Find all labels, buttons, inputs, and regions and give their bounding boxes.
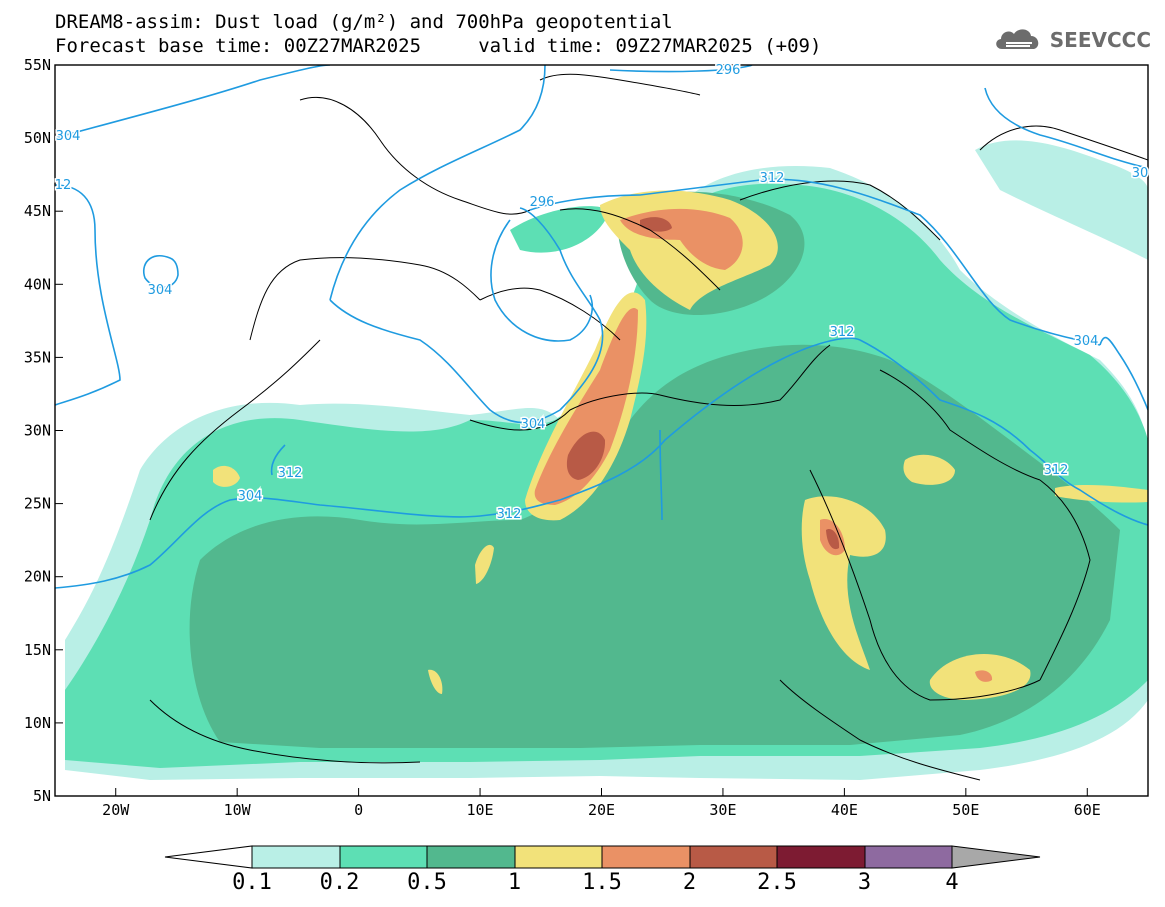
colorbar-label: 2 bbox=[682, 870, 697, 895]
colorbar-segment bbox=[339, 845, 428, 869]
latitude-axis: 55N 50N 45N 40N 35N 30N 25N 20N 15N 10N 5N bbox=[24, 56, 63, 805]
latitude-tick-label: 5N bbox=[33, 787, 51, 805]
colorbar-segment bbox=[689, 845, 778, 869]
longitude-tick-label: 0 bbox=[354, 801, 363, 819]
latitude-tick-label: 30N bbox=[24, 422, 51, 440]
contour-label: 312 bbox=[1044, 463, 1069, 478]
cloud-logo-icon bbox=[995, 29, 1039, 49]
longitude-tick-label: 40E bbox=[831, 801, 858, 819]
latitude-tick-label: 15N bbox=[24, 641, 51, 659]
contour-label: 304 bbox=[148, 283, 173, 298]
longitude-tick-label: 20W bbox=[102, 801, 130, 819]
contour-label: 304 bbox=[238, 489, 263, 504]
colorbar-high-arrow bbox=[951, 845, 1041, 869]
contour-label: 312 bbox=[497, 507, 522, 522]
colorbar-segment bbox=[864, 845, 953, 869]
latitude-tick-label: 20N bbox=[24, 568, 51, 586]
colorbar-label: 1.5 bbox=[582, 870, 622, 895]
contour-label: 304 bbox=[56, 129, 81, 144]
contour-label: 312 bbox=[760, 171, 785, 186]
colorbar-segment bbox=[601, 845, 691, 869]
contour-label: 12 bbox=[55, 178, 72, 193]
contour-labels: 296 304 12 296 304 304 312 304 312 312 312 312 304 30 bbox=[53, 62, 1150, 524]
longitude-tick-label: 20E bbox=[588, 801, 615, 819]
colorbar-segment bbox=[776, 845, 866, 869]
latitude-tick-label: 25N bbox=[24, 495, 51, 513]
colorbar-label: 0.1 bbox=[232, 870, 272, 895]
contour-label: 296 bbox=[530, 195, 555, 210]
longitude-tick-label: 50E bbox=[952, 801, 979, 819]
longitude-tick-label: 60E bbox=[1074, 801, 1101, 819]
coastlines bbox=[149, 73, 1148, 781]
longitude-tick-label: 10W bbox=[224, 801, 252, 819]
longitude-tick-label: 30E bbox=[709, 801, 736, 819]
map-title: DREAM8-assim: Dust load (g/m²) and 700hP… bbox=[55, 11, 673, 33]
colorbar-segment bbox=[251, 845, 341, 869]
brand-logo: SEEVCCC bbox=[992, 24, 1151, 56]
latitude-tick-label: 40N bbox=[24, 275, 51, 293]
latitude-tick-label: 10N bbox=[24, 714, 51, 732]
dust-fields bbox=[65, 140, 1148, 780]
contour-label: 312 bbox=[278, 466, 303, 481]
map-subtitle: Forecast base time: 00Z27MAR2025 valid t… bbox=[55, 35, 822, 57]
latitude-tick-label: 50N bbox=[24, 129, 51, 147]
colorbar-label: 3 bbox=[857, 870, 872, 895]
colorbar bbox=[164, 845, 1041, 869]
contour-label: 304 bbox=[1074, 334, 1099, 349]
colorbar-label: 0.5 bbox=[407, 870, 447, 895]
colorbar-low-arrow bbox=[164, 845, 253, 869]
contour-label: 312 bbox=[830, 325, 855, 340]
geopotential-contours bbox=[55, 65, 1148, 589]
colorbar-segment bbox=[426, 845, 516, 869]
colorbar-label: 1 bbox=[507, 870, 522, 895]
longitude-axis: 20W 10W 0 10E 20E 30E 40E 50E 60E bbox=[102, 788, 1101, 819]
latitude-tick-label: 55N bbox=[24, 56, 51, 74]
colorbar-label: 4 bbox=[945, 870, 959, 895]
latitude-tick-label: 35N bbox=[24, 348, 51, 366]
colorbar-segment bbox=[514, 845, 603, 869]
brand-name: SEEVCCC bbox=[1049, 28, 1151, 52]
contour-label: 30 bbox=[1132, 166, 1149, 181]
longitude-tick-label: 10E bbox=[467, 801, 494, 819]
contour-label: 304 bbox=[521, 417, 546, 432]
contour-label: 296 bbox=[716, 63, 741, 78]
colorbar-label: 2.5 bbox=[757, 870, 797, 895]
colorbar-label: 0.2 bbox=[319, 870, 360, 895]
latitude-tick-label: 45N bbox=[24, 202, 51, 220]
